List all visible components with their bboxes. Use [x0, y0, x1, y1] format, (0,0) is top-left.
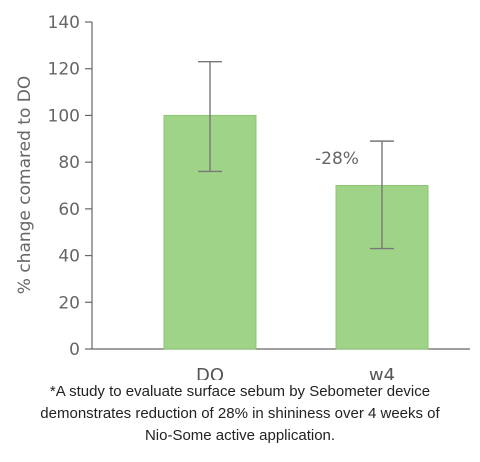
y-tick-label: 80	[58, 153, 80, 173]
y-tick-label: 60	[58, 200, 80, 220]
y-tick-label: 20	[58, 293, 80, 313]
caption-line-3: Nio-Some active application.	[144, 427, 336, 444]
y-tick-label: 140	[48, 13, 80, 33]
y-tick-label: 0	[69, 340, 80, 360]
caption-line-1: *A study to evaluate surface sebum by Se…	[49, 383, 431, 400]
y-axis: 0 20 40 60 80 100 120 140	[48, 13, 93, 360]
x-category-label: DO	[196, 365, 224, 380]
caption-line-2: demonstrates reduction of 28% in shinine…	[40, 405, 440, 422]
footnote-caption: *A study to evaluate surface sebum by Se…	[0, 381, 480, 447]
y-tick-label: 40	[58, 247, 80, 267]
y-tick-label: 100	[48, 106, 80, 126]
y-axis-label: % change comared to DO	[15, 76, 35, 294]
x-category-label: w4	[369, 365, 395, 380]
change-annotation: -28%	[315, 149, 359, 169]
y-tick-label: 120	[48, 60, 80, 80]
bar-chart: 0 20 40 60 80 100 120 140 % change comared to D…	[15, 13, 470, 380]
